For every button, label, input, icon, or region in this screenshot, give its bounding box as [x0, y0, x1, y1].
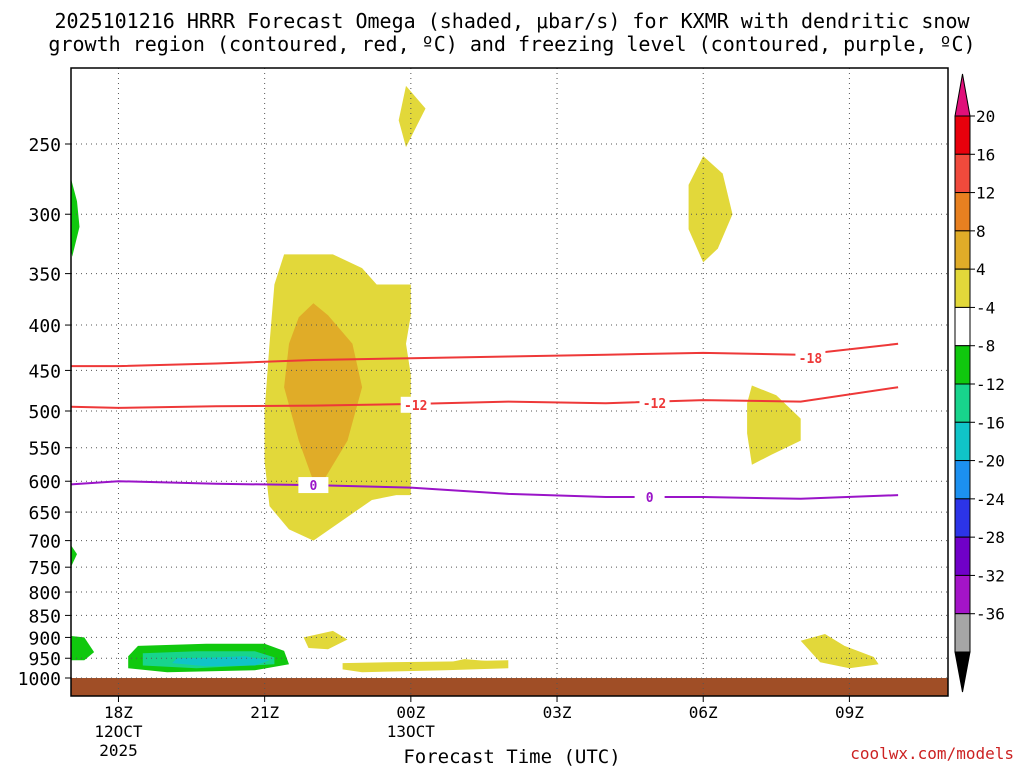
contour-label-bg [400, 396, 431, 413]
colorbar-label: 16 [976, 145, 995, 164]
credit-text: coolwx.com/models [850, 744, 1014, 763]
colorbar-swatch [954, 498, 971, 538]
y-tick-label: 450 [28, 361, 61, 382]
shaded-region [398, 85, 426, 148]
shaded-region [688, 156, 733, 263]
colorbar: 20 16 12 8 4 -4 -8 -12 -16 -20 -24 -28 -32 -36 [954, 73, 1005, 693]
plot-frame [70, 67, 949, 697]
shaded-region [284, 303, 363, 482]
colorbar-swatch [954, 536, 971, 576]
x-tick-sublabel: 12OCT [94, 722, 143, 741]
y-tick-label: 800 [28, 583, 61, 604]
y-tick-label: 850 [28, 606, 61, 627]
shaded-region [71, 178, 80, 257]
colorbar-label: -36 [976, 605, 1005, 624]
colorbar-swatch [954, 115, 971, 155]
y-tick-label: 700 [28, 532, 61, 553]
x-axis-label: Forecast Time (UTC) [403, 746, 621, 768]
x-tick-sublabel: 13OCT [387, 722, 436, 741]
colorbar-label: -8 [976, 337, 995, 356]
colorbar-swatch [954, 306, 971, 347]
isotherm--18 [71, 342, 899, 368]
colorbar-swatch [954, 383, 971, 423]
y-tick-label: 250 [28, 135, 61, 156]
y-tick-label: 400 [28, 316, 61, 337]
y-tick-label: 950 [28, 649, 61, 670]
shaded-region [800, 634, 879, 669]
colorbar-swatch [954, 460, 971, 500]
contour-label: 0 [309, 479, 317, 494]
colorbar-label: 20 [976, 107, 995, 126]
y-tick-label: 300 [28, 205, 61, 226]
colorbar-swatch [954, 345, 971, 385]
contour-label: -12 [404, 399, 427, 414]
contour-label-bg [634, 488, 665, 505]
contour-label-bg [795, 350, 826, 367]
x-tick-label: 06Z [689, 703, 718, 722]
colorbar-bottom-triangle [954, 651, 971, 693]
shaded-region [71, 635, 95, 661]
y-tick-label: 600 [28, 472, 61, 493]
shaded-region [440, 659, 489, 668]
colorbar-swatch [954, 574, 971, 615]
contour-layer: -18 -12 -12 0 0 [71, 342, 899, 506]
colorbar-swatch [954, 153, 971, 194]
y-tick-label: 500 [28, 402, 61, 423]
contour-label: 0 [646, 491, 654, 506]
y-tick-label: 550 [28, 439, 61, 460]
contour-label: -18 [799, 352, 823, 367]
colorbar-label: 12 [976, 184, 995, 203]
colorbar-label: -28 [976, 528, 1005, 547]
axes-layer: 2503003504004505005506006507007508008509… [18, 67, 949, 760]
y-tick-label: 650 [28, 503, 61, 524]
x-tick-label: 03Z [543, 703, 572, 722]
y-tick-label: 750 [28, 558, 61, 579]
x-tick-label: 18Z [104, 703, 133, 722]
colorbar-label: -12 [976, 375, 1005, 394]
colorbar-label: -32 [976, 566, 1005, 585]
x-tick-label: 09Z [835, 703, 864, 722]
chart-title-line-2: growth region (contoured, red, ºC) and f… [48, 32, 976, 56]
contour-label-bg [639, 395, 670, 412]
colorbar-swatch [954, 613, 971, 653]
x-tick-sublabel: 2025 [99, 741, 138, 760]
y-tick-label: 350 [28, 265, 61, 286]
isotherm--12 [71, 386, 899, 409]
x-tick-label: 00Z [396, 703, 425, 722]
colorbar-label: -20 [976, 452, 1005, 471]
shaded-region [71, 545, 77, 567]
shaded-region [747, 385, 801, 465]
colorbar-label: -4 [976, 298, 995, 317]
shaded-region [303, 630, 348, 650]
colorbar-label: -24 [976, 490, 1005, 509]
colorbar-swatch [954, 230, 971, 270]
x-tick-label: 21Z [250, 703, 279, 722]
y-tick-label: 1000 [18, 669, 61, 690]
colorbar-label: 4 [976, 260, 986, 279]
colorbar-swatch [954, 268, 971, 308]
contour-label: -12 [643, 397, 666, 412]
chart-title-line-1: 2025101216 HRRR Forecast Omega (shaded, … [54, 9, 970, 33]
colorbar-label: -16 [976, 413, 1005, 432]
terrain-fill [71, 678, 948, 696]
contour-label-bg [298, 477, 329, 494]
y-tick-label: 900 [28, 628, 61, 649]
omega-shading-layer [71, 85, 948, 696]
colorbar-swatch [954, 192, 971, 232]
isotherm-0 [71, 480, 899, 500]
grid-layer [71, 68, 948, 696]
colorbar-top-triangle [954, 73, 971, 117]
colorbar-label: 8 [976, 222, 986, 241]
colorbar-swatch [954, 421, 971, 462]
